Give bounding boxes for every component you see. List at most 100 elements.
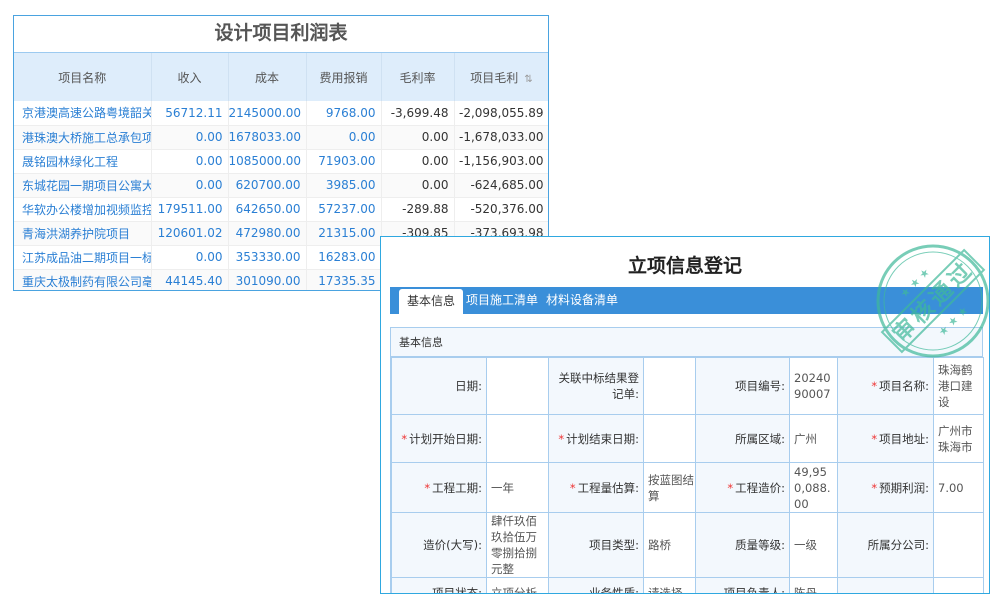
- field-label-text: 关联中标结果登记单:: [558, 371, 640, 401]
- table-cell: 0.00: [306, 125, 382, 150]
- column-header-label: 费用报销: [319, 70, 368, 85]
- field-label: 日期:: [391, 357, 487, 415]
- profit-table-panel: 设计项目利润表 项目名称 收入 成本 费用报销 毛利率 项目毛利 ⇅ 京港澳高速公路粤境韶关…: [13, 15, 549, 291]
- project-registration-panel: 立项信息登记 基本信息 项目施工清单 材料设备清单 基本信息 日期: 关联中标结果…: [380, 236, 990, 594]
- field-label-text: 日期:: [455, 379, 482, 393]
- field-label-text: 所属区域:: [735, 431, 785, 446]
- project-name-link[interactable]: 晟铭园林绿化工程: [14, 149, 152, 174]
- field-value[interactable]: [486, 357, 549, 415]
- column-header-label: 项目毛利: [470, 70, 519, 85]
- profit-table: 项目名称 收入 成本 费用报销 毛利率 项目毛利 ⇅ 京港澳高速公路粤境韶关至56712.1…: [14, 53, 548, 290]
- table-cell: 17335.35: [306, 269, 382, 290]
- table-cell: 0.00: [381, 173, 455, 198]
- table-cell: 120601.02: [151, 221, 229, 246]
- field-label-text: 质量等级:: [735, 538, 785, 552]
- table-cell: -520,376.00: [454, 197, 548, 222]
- table-cell: 1678033.00: [228, 125, 307, 150]
- project-name-link[interactable]: 重庆太极制药有限公司亳州: [14, 269, 152, 290]
- field-value[interactable]: 广州市珠海市: [933, 414, 984, 463]
- field-label-text: 工程造价:: [735, 480, 785, 495]
- column-header[interactable]: 毛利率: [381, 53, 455, 101]
- table-cell: -1,678,033.00: [454, 125, 548, 150]
- field-value[interactable]: 珠海鹤港口建设: [933, 357, 984, 415]
- field-label: 项目负责人:: [695, 577, 790, 593]
- field-label: * 项目名称:: [837, 357, 934, 415]
- field-label-text: 造价(大写):: [423, 538, 482, 552]
- table-cell: -3,699.48: [381, 101, 455, 126]
- field-label-text: 计划开始日期:: [409, 431, 482, 446]
- project-name-link[interactable]: 东城花园一期项目公寓大堂: [14, 173, 152, 198]
- field-value[interactable]: [643, 414, 696, 463]
- field-label: 关联中标结果登记单:: [548, 357, 644, 415]
- table-row[interactable]: 东城花园一期项目公寓大堂0.00620700.003985.000.00-624…: [14, 173, 548, 198]
- field-value[interactable]: 广州: [789, 414, 838, 463]
- field-label: 业务性质:: [548, 577, 644, 593]
- field-label: [837, 577, 934, 593]
- tab-bar: 基本信息 项目施工清单 材料设备清单: [390, 287, 983, 314]
- project-name-link[interactable]: 青海洪湖养护院项目: [14, 221, 152, 246]
- section-title: 基本信息: [391, 328, 982, 357]
- field-label: 质量等级:: [695, 512, 790, 578]
- column-header[interactable]: 收入: [151, 53, 229, 101]
- table-row[interactable]: 晟铭园林绿化工程 0.00 1085000.00 71903.00 0.00 -1,156…: [14, 149, 548, 174]
- field-value[interactable]: 请选择: [643, 577, 696, 593]
- field-value[interactable]: [486, 414, 549, 463]
- table-cell: 0.00: [151, 149, 229, 174]
- project-name-link[interactable]: 华软办公楼增加视频监控项: [14, 197, 152, 222]
- field-label: 所属区域:: [695, 414, 790, 463]
- basic-info-form: 日期: 关联中标结果登记单: 项目编号: 2024090007 * 项目名称: 珠海鹤港口建…: [391, 357, 984, 593]
- table-cell: 179511.00: [151, 197, 229, 222]
- table-cell: 0.00: [381, 149, 455, 174]
- tab-construction-list[interactable]: 项目施工清单: [466, 293, 539, 307]
- column-header-label: 项目名称: [58, 70, 107, 85]
- column-header[interactable]: 费用报销: [306, 53, 382, 101]
- field-value[interactable]: 按蓝图结算: [643, 462, 696, 513]
- tab-materials-list[interactable]: 材料设备清单: [546, 293, 619, 307]
- field-value[interactable]: [933, 577, 984, 593]
- tab-basic-info[interactable]: 基本信息: [399, 289, 464, 314]
- field-value[interactable]: 7.00: [933, 462, 984, 513]
- field-value[interactable]: 立项分析: [486, 577, 549, 593]
- basic-info-section: 基本信息 日期: 关联中标结果登记单: 项目编号: 2024090007 * 项目名称: 珠…: [390, 327, 984, 593]
- table-cell: 0.00: [381, 125, 455, 150]
- required-icon: *: [569, 480, 576, 495]
- field-label: * 计划结束日期:: [548, 414, 644, 463]
- table-cell: 0.00: [151, 125, 229, 150]
- field-label: 造价(大写):: [391, 512, 487, 578]
- table-row[interactable]: 华软办公楼增加视频监控项179511.00642650.0057237.00-2…: [14, 197, 548, 222]
- field-value[interactable]: 49,950,088.00: [789, 462, 838, 513]
- field-label: * 工程造价:: [695, 462, 790, 513]
- field-value[interactable]: 一年: [486, 462, 549, 513]
- field-label: * 预期利润:: [837, 462, 934, 513]
- field-label: * 计划开始日期:: [391, 414, 487, 463]
- field-value[interactable]: 2024090007: [789, 357, 838, 415]
- project-name-link[interactable]: 江苏成品油二期项目一标段: [14, 245, 152, 270]
- column-header[interactable]: 项目毛利 ⇅: [454, 53, 548, 101]
- project-name-link[interactable]: 港珠澳大桥施工总承包项目: [14, 125, 152, 150]
- field-label-text: 项目名称:: [879, 379, 929, 393]
- required-icon: *: [401, 431, 408, 446]
- field-label-text: 工程工期:: [432, 480, 482, 495]
- table-cell: 0.00: [151, 173, 229, 198]
- field-value[interactable]: [933, 512, 984, 578]
- field-label-text: 工程量估算:: [577, 480, 639, 495]
- sort-icon[interactable]: ⇅: [524, 73, 533, 85]
- required-icon: *: [424, 480, 431, 495]
- table-cell: 472980.00: [228, 221, 307, 246]
- field-value[interactable]: 陈丹: [789, 577, 838, 593]
- required-icon: *: [871, 431, 878, 446]
- registration-title: 立项信息登记: [627, 255, 742, 277]
- table-row[interactable]: 京港澳高速公路粤境韶关至56712.112145000.009768.00-3,…: [14, 101, 548, 126]
- column-header[interactable]: 成本: [228, 53, 307, 101]
- field-value[interactable]: 一级: [789, 512, 838, 578]
- field-value[interactable]: 肆仟玖佰玖拾伍万零捌拾捌元整: [486, 512, 549, 578]
- column-header-label: 收入: [177, 70, 202, 85]
- project-name-link[interactable]: 京港澳高速公路粤境韶关至: [14, 101, 152, 126]
- table-row[interactable]: 港珠澳大桥施工总承包项目0.001678033.000.000.00-1,678…: [14, 125, 548, 150]
- column-header[interactable]: 项目名称: [14, 53, 152, 101]
- field-label-text: 所属分公司:: [867, 538, 929, 552]
- profit-table-title: 设计项目利润表: [14, 16, 548, 53]
- table-cell: 3985.00: [306, 173, 382, 198]
- field-value[interactable]: [643, 357, 696, 415]
- field-value[interactable]: 路桥: [643, 512, 696, 578]
